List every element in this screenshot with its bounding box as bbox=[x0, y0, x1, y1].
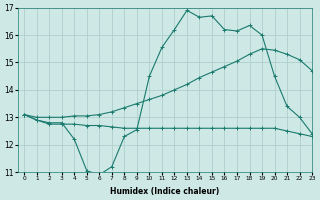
X-axis label: Humidex (Indice chaleur): Humidex (Indice chaleur) bbox=[110, 187, 220, 196]
